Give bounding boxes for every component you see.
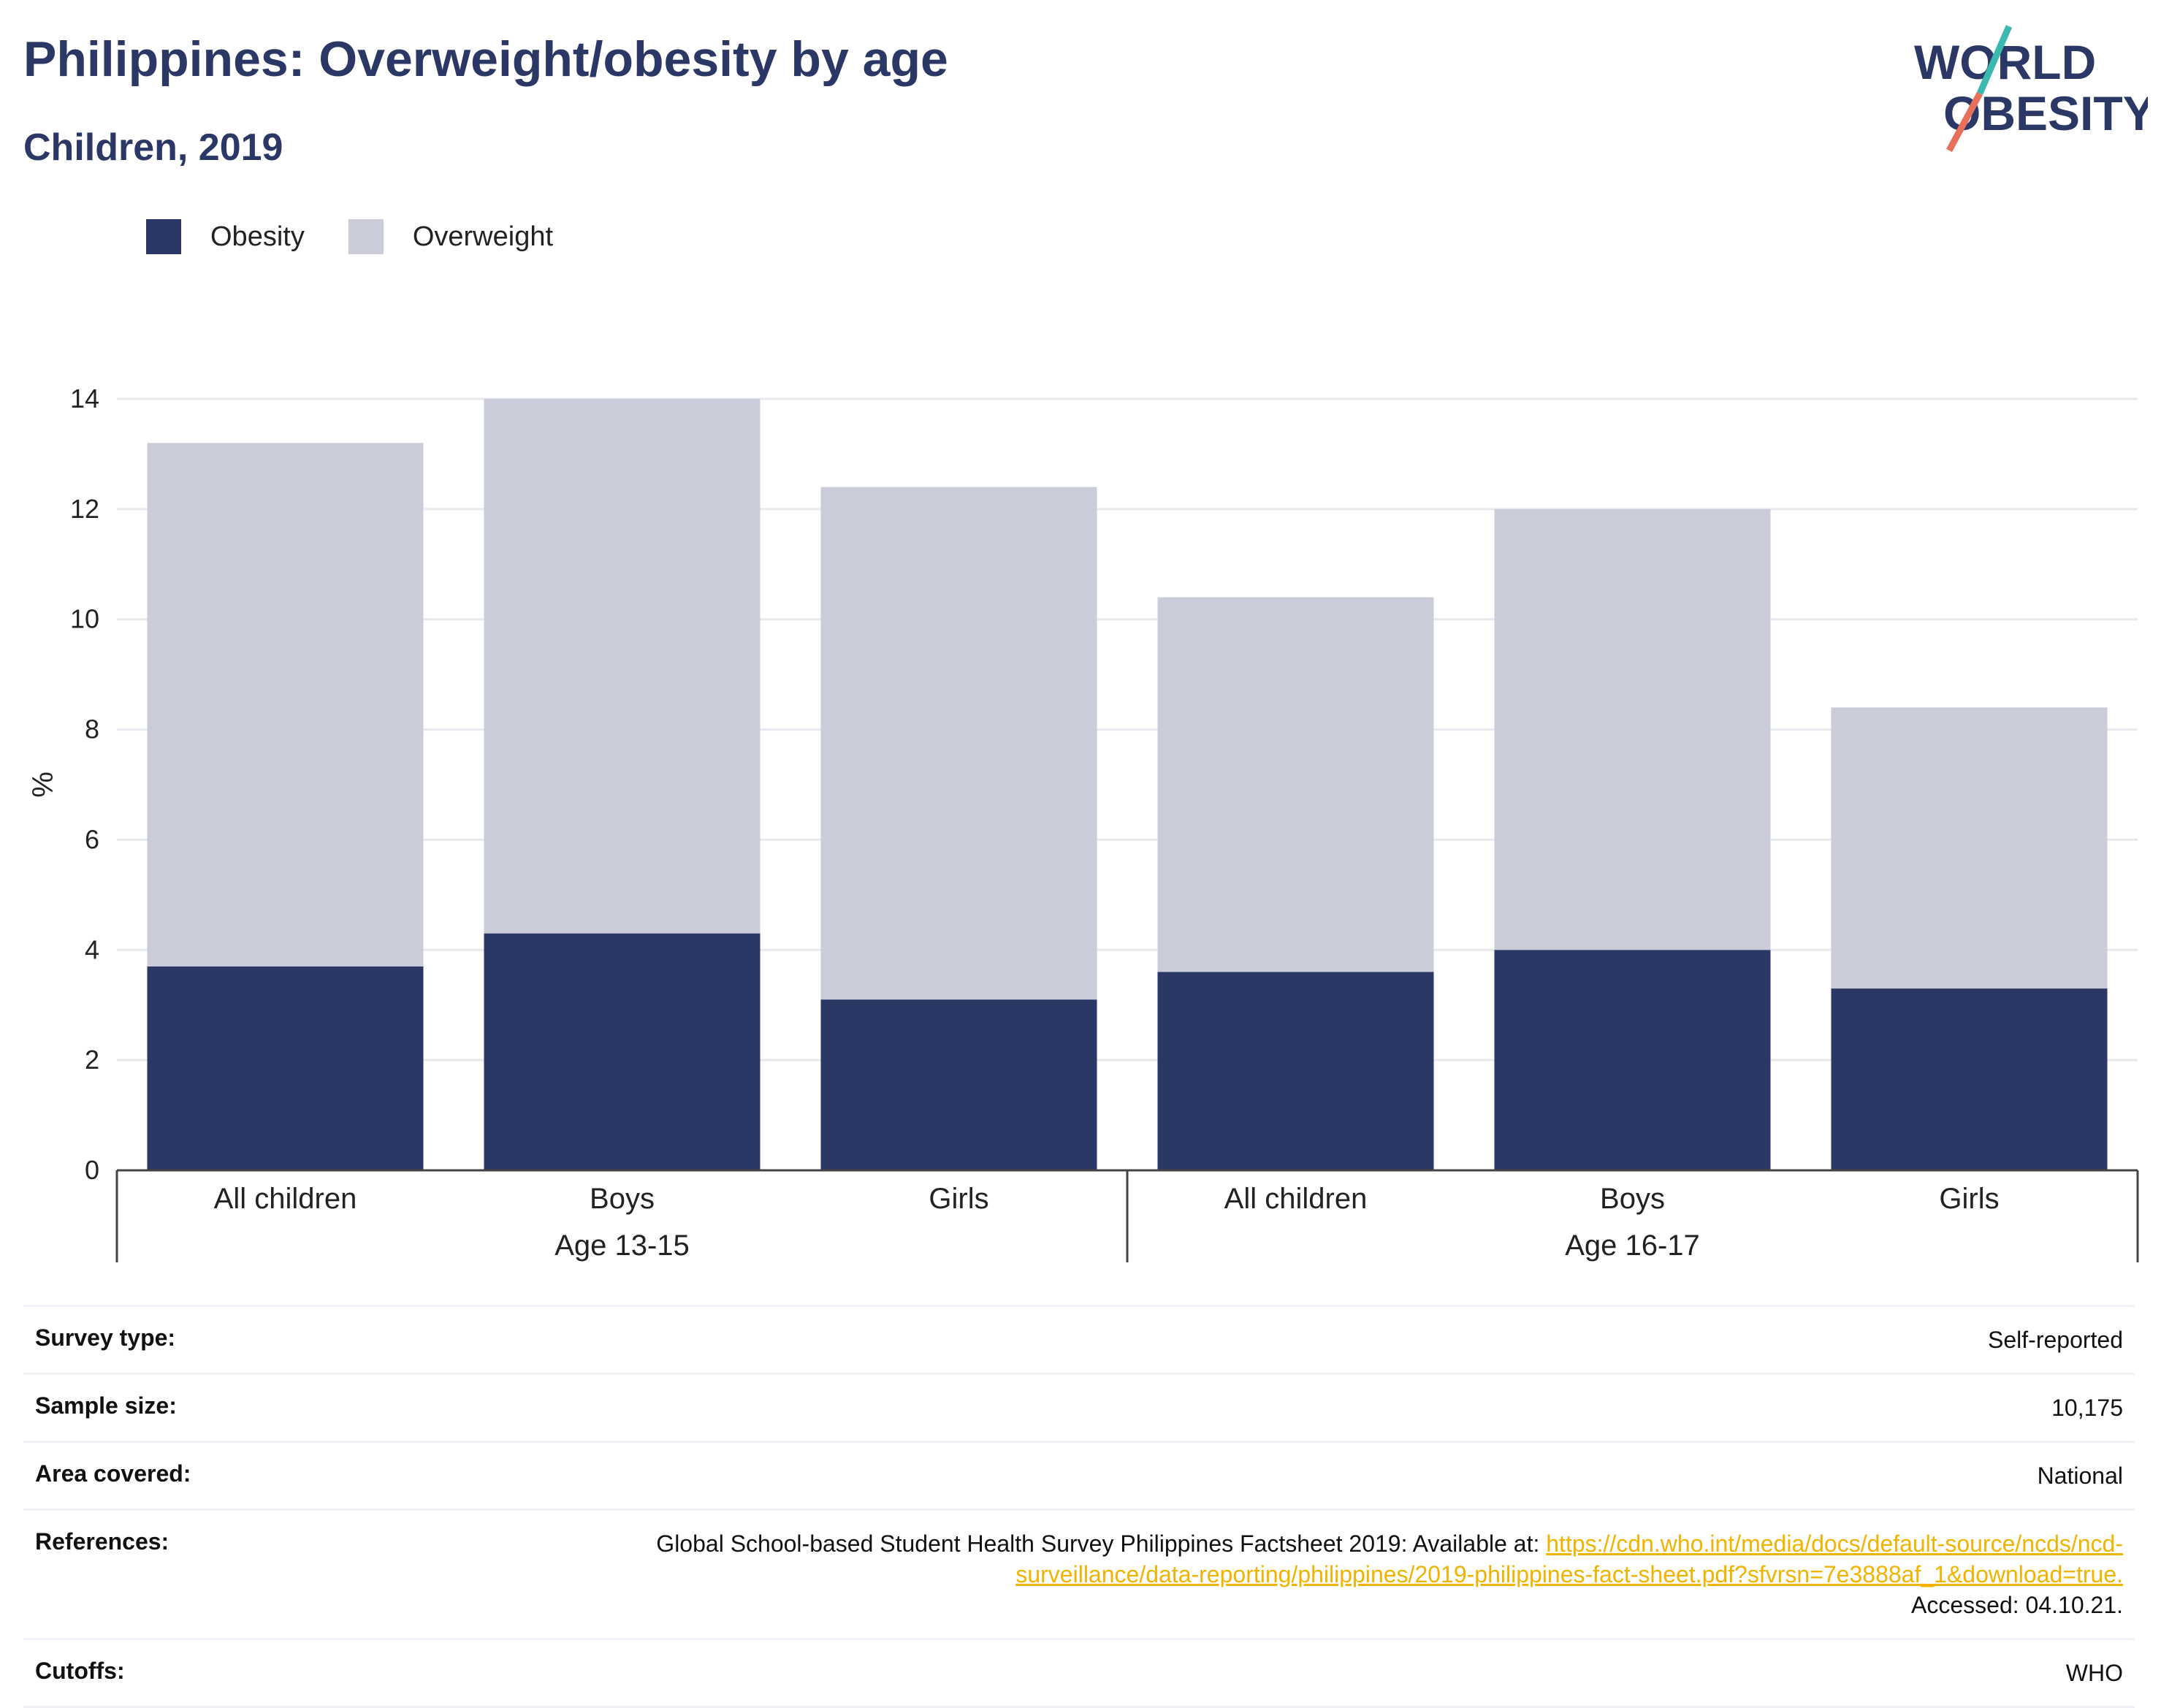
bar-obesity: [147, 966, 424, 1170]
bar-overweight: [1157, 597, 1434, 972]
x-group-label: Age 16-17: [1565, 1229, 1700, 1262]
page-title: Philippines: Overweight/obesity by age: [23, 31, 948, 87]
world-obesity-logo: WORLD OBESITY: [1914, 25, 2148, 153]
bar-overweight: [1831, 707, 2108, 989]
info-label-sample-size: Sample size:: [35, 1392, 177, 1419]
info-value-area: National: [2037, 1463, 2123, 1489]
logo-line2: OBESITY: [1943, 86, 2148, 140]
x-group-label: Age 13-15: [554, 1229, 690, 1262]
x-tick-label: Boys: [1600, 1183, 1665, 1215]
info-value-cutoffs: WHO: [2065, 1660, 2123, 1686]
bar-overweight: [820, 487, 1097, 1000]
legend-swatch-obesity: [146, 219, 181, 254]
y-axis-label: %: [27, 771, 59, 798]
bar-overweight: [147, 443, 424, 967]
references-accessed: Accessed: 04.10.21.: [1911, 1592, 2123, 1618]
bar-obesity: [1494, 950, 1771, 1170]
legend-label-obesity: Obesity: [210, 221, 305, 252]
x-tick-label: Girls: [1939, 1183, 1999, 1215]
y-tick-label: 4: [85, 934, 99, 964]
bar-obesity: [820, 999, 1097, 1170]
y-tick-label: 0: [85, 1155, 99, 1185]
stacked-bar-chart: 0 2 4 6 8 10 12 14% All children Boys Girls All chi…: [27, 384, 2139, 1262]
y-tick-label: 8: [85, 714, 99, 744]
legend-label-overweight: Overweight: [412, 221, 554, 252]
info-row-survey-type: Survey type: Self-reported: [23, 1305, 2135, 1373]
x-tick-label: Boys: [590, 1183, 655, 1215]
info-row-area: Area covered: National: [23, 1441, 2135, 1509]
info-row-cutoffs: Cutoffs: WHO: [23, 1638, 2135, 1708]
references-text: Global School-based Student Health Surve…: [656, 1530, 1547, 1557]
y-tick-label: 12: [70, 494, 99, 524]
survey-info-table: Survey type: Self-reported Sample size: …: [23, 1305, 2135, 1708]
legend-swatch-overweight: [348, 219, 384, 254]
legend-item-overweight: Overweight: [348, 219, 553, 254]
logo-slash-teal-icon: [1976, 25, 2013, 95]
x-tick-label: All children: [214, 1183, 357, 1215]
x-tick-label: Girls: [929, 1183, 988, 1215]
bar-obesity: [484, 933, 761, 1170]
bar-overweight: [484, 399, 761, 934]
x-tick-label: All children: [1224, 1183, 1368, 1215]
y-tick-label: 6: [85, 824, 99, 854]
info-label-references: References:: [35, 1528, 169, 1555]
page-subtitle: Children, 2019: [23, 126, 283, 169]
y-tick-label: 10: [70, 604, 99, 634]
bar-overweight: [1494, 508, 1771, 950]
info-value-survey-type: Self-reported: [1988, 1327, 2123, 1353]
info-label-area: Area covered:: [35, 1460, 191, 1487]
bar-obesity: [1157, 972, 1434, 1170]
y-tick-label: 14: [70, 384, 99, 413]
info-value-sample-size: 10,175: [2051, 1395, 2123, 1421]
info-label-survey-type: Survey type:: [35, 1324, 176, 1351]
chart-legend: Obesity Overweight: [146, 219, 597, 254]
y-tick-label: 2: [85, 1045, 99, 1075]
info-row-sample-size: Sample size: 10,175: [23, 1373, 2135, 1441]
logo-line1: WORLD: [1914, 35, 2096, 89]
legend-item-obesity: Obesity: [146, 219, 305, 254]
bar-obesity: [1831, 988, 2108, 1170]
info-label-cutoffs: Cutoffs:: [35, 1658, 125, 1684]
info-row-references: References: Global School-based Student …: [23, 1509, 2135, 1638]
references-link[interactable]: https://cdn.who.int/media/docs/default-s…: [1015, 1530, 2123, 1587]
info-value-references: Global School-based Student Health Surve…: [516, 1528, 2123, 1620]
logo-slash-coral-icon: [1946, 91, 1983, 153]
